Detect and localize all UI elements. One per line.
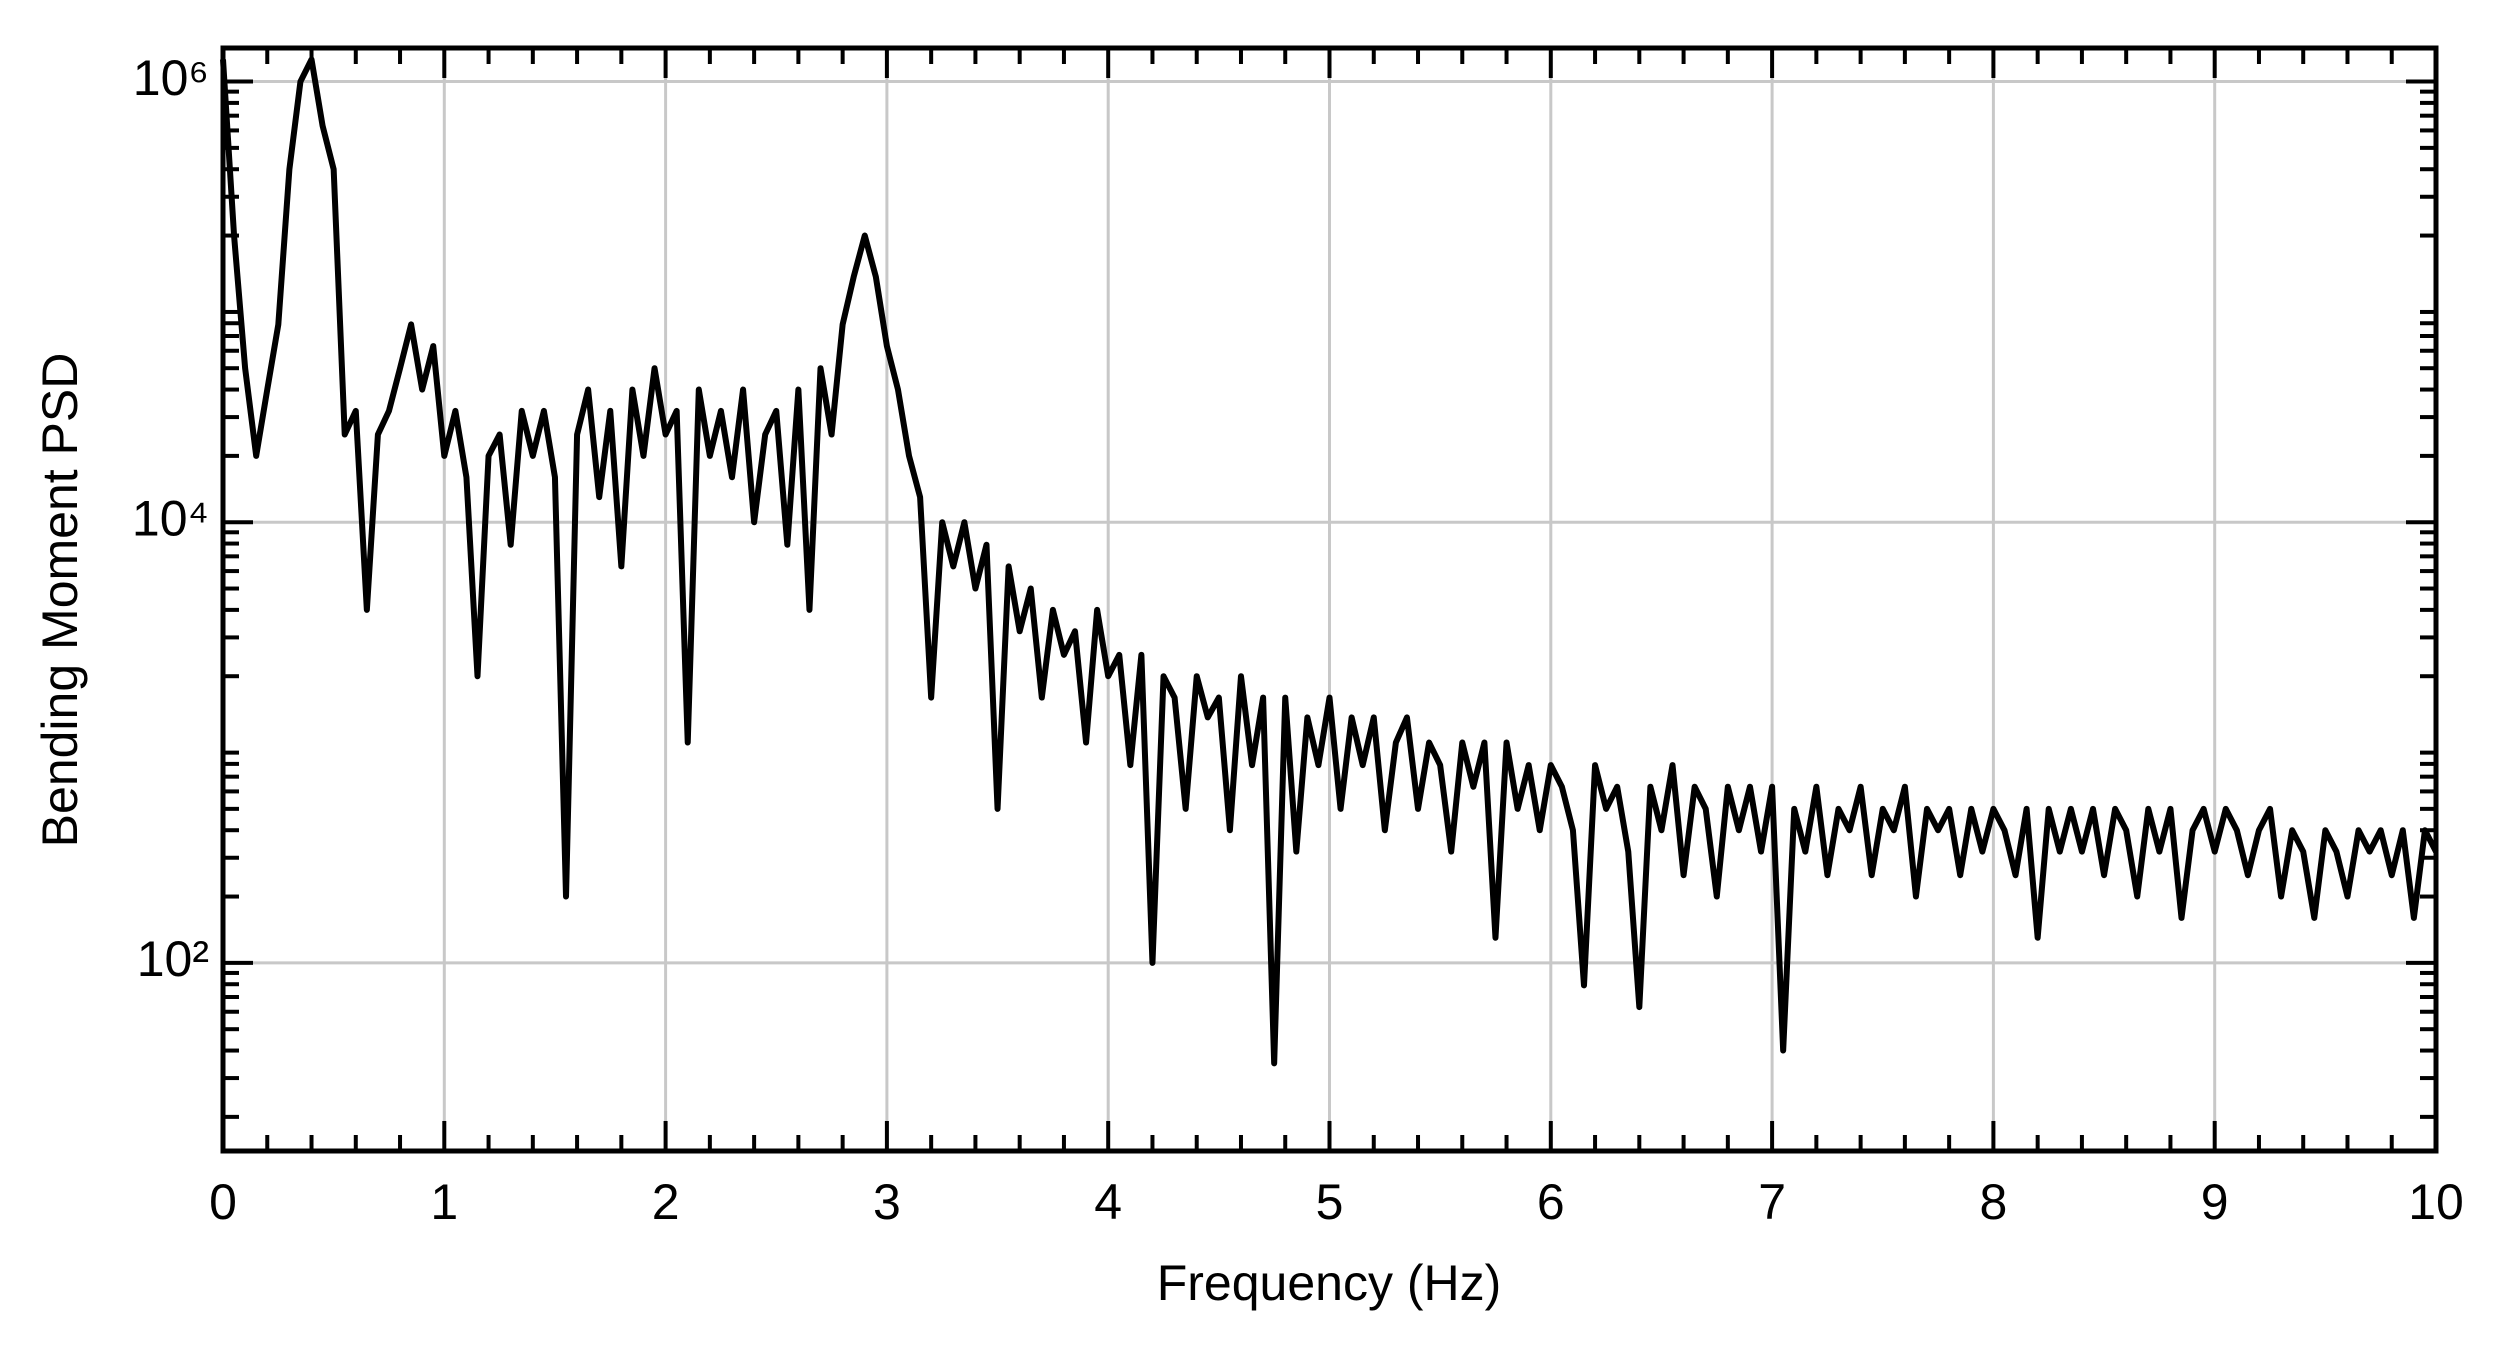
x-tick-label: 6 [1537, 1174, 1565, 1230]
plot-frame [220, 45, 2439, 1154]
x-tick-label: 4 [1094, 1174, 1122, 1230]
y-tick-label: 10² [137, 931, 209, 987]
x-tick-label: 0 [209, 1174, 237, 1230]
x-tick-label: 10 [2408, 1174, 2464, 1230]
psd-line [220, 56, 2439, 1067]
y-axis-label: Bending Moment PSD [32, 353, 88, 848]
x-tick-label: 2 [652, 1174, 680, 1230]
x-axis-label: Frequency (Hz) [1157, 1255, 1502, 1311]
y-tick-label: 10⁴ [132, 490, 209, 546]
x-tick-label: 5 [1316, 1174, 1344, 1230]
x-tick-label: 9 [2201, 1174, 2229, 1230]
y-tick-label: 10⁶ [133, 50, 209, 106]
x-tick-label: 8 [1979, 1174, 2007, 1230]
x-tick-label: 3 [873, 1174, 901, 1230]
x-tick-label: 1 [430, 1174, 458, 1230]
x-tick-label: 7 [1758, 1174, 1786, 1230]
